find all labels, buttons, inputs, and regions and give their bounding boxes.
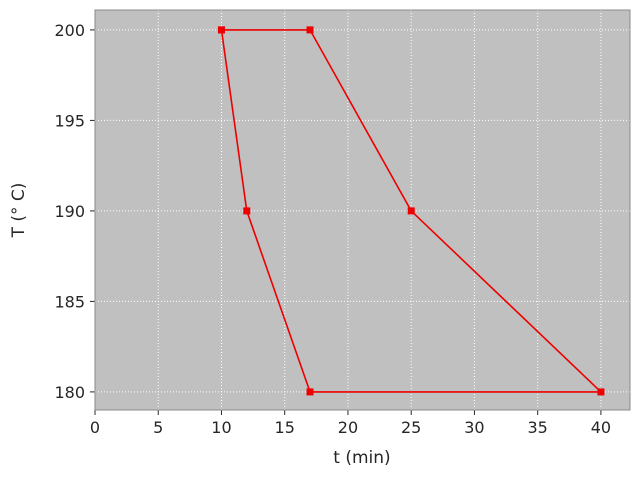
- data-point-marker: [407, 207, 415, 215]
- plot-border: [94, 9, 631, 411]
- x-tick-label: 30: [464, 418, 484, 437]
- axis-ticks: [90, 29, 602, 415]
- x-tick-label: 15: [275, 418, 295, 437]
- x-tick-label: 25: [401, 418, 421, 437]
- x-tick-label: 5: [153, 418, 163, 437]
- x-tick-label: 40: [591, 418, 611, 437]
- data-series: [217, 26, 605, 396]
- y-tick-label: 180: [54, 383, 85, 402]
- data-point-marker: [217, 26, 225, 34]
- data-point-marker: [243, 207, 251, 215]
- y-tick-label: 200: [54, 21, 85, 40]
- data-point-marker: [306, 388, 314, 396]
- y-tick-label: 190: [54, 202, 85, 221]
- x-tick-label: 0: [90, 418, 100, 437]
- tick-labels: 0 5 10 15 20 25 30 35 40 180 185 190 195 200: [54, 21, 611, 437]
- data-point-marker: [306, 26, 314, 34]
- data-point-marker: [597, 388, 605, 396]
- y-axis-label: T (° C): [9, 183, 29, 239]
- plot-area: [95, 10, 630, 410]
- y-tick-label: 185: [54, 292, 85, 311]
- y-tick-label: 195: [54, 111, 85, 130]
- x-tick-label: 20: [338, 418, 358, 437]
- x-axis-label: t (min): [333, 448, 390, 468]
- x-tick-label: 10: [211, 418, 231, 437]
- x-tick-label: 35: [527, 418, 547, 437]
